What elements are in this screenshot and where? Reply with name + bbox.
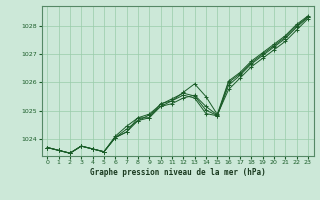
X-axis label: Graphe pression niveau de la mer (hPa): Graphe pression niveau de la mer (hPa) [90, 168, 266, 177]
